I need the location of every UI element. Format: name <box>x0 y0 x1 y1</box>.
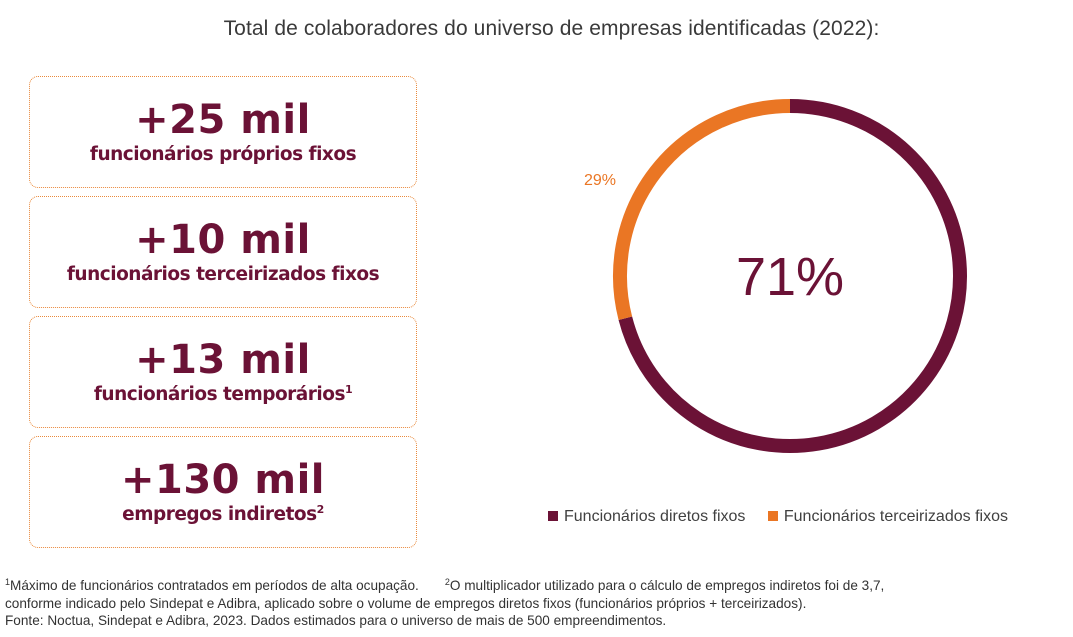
stat-card-proprios: +25 mil funcionários próprios fixos <box>29 76 417 188</box>
stat-value: +130 mil <box>120 457 326 503</box>
footnote-line-2: conforme indicado pelo Sindepat e Adibra… <box>5 595 807 611</box>
stat-label-text: funcionários temporários <box>93 384 346 405</box>
slice-label-terceirizados: 29% <box>584 172 616 189</box>
footnote-marker: 1 <box>344 383 353 396</box>
stat-card-temporarios: +13 mil funcionários temporários1 <box>29 316 417 428</box>
stat-label: funcionários terceirizados fixos <box>30 263 416 287</box>
chart-legend: Funcionários diretos fixos Funcionários … <box>548 508 1026 526</box>
footnote-2-text: O multiplicador utilizado para o cálculo… <box>449 578 885 593</box>
stat-label-text: funcionários terceirizados fixos <box>66 264 380 285</box>
legend-swatch <box>767 511 778 521</box>
stat-cards: +25 mil funcionários próprios fixos +10 … <box>29 76 417 556</box>
stat-value: +13 mil <box>135 337 311 383</box>
source-line: Fonte: Noctua, Sindepat e Adibra, 2023. … <box>5 613 667 628</box>
legend-swatch <box>548 511 558 521</box>
donut-slice-1 <box>613 99 791 321</box>
stat-value: +25 mil <box>135 97 311 143</box>
stat-card-indiretos: +130 mil empregos indiretos2 <box>29 436 417 548</box>
donut-chart: 29% 71% <box>584 99 967 453</box>
stat-label-text: empregos indiretos <box>122 504 317 525</box>
stat-label: empregos indiretos2 <box>30 503 416 527</box>
footnotes: 1Máximo de funcionários contratados em p… <box>5 577 1070 630</box>
donut-center-label: 71% <box>736 247 844 307</box>
stat-label: funcionários temporários1 <box>30 383 416 407</box>
stat-label-text: funcionários próprios fixos <box>89 144 357 165</box>
footnote-marker: 2 <box>316 503 325 516</box>
footnote-marker: 2 <box>444 577 450 587</box>
footnote-1-text: Máximo de funcionários contratados em pe… <box>10 578 419 593</box>
legend-item-diretos: Funcionários diretos fixos <box>548 508 745 526</box>
legend-item-terceirizados: Funcionários terceirizados fixos <box>767 508 1008 526</box>
legend-label: Funcionários diretos fixos <box>564 508 746 525</box>
footnote-line-1: 1Máximo de funcionários contratados em p… <box>5 577 1070 595</box>
footnote-marker: 1 <box>5 577 11 587</box>
stat-value: +10 mil <box>135 217 311 263</box>
legend-label: Funcionários terceirizados fixos <box>783 508 1008 525</box>
stat-label: funcionários próprios fixos <box>30 143 416 167</box>
donut-slice-0 <box>618 99 967 453</box>
stat-card-terceirizados: +10 mil funcionários terceirizados fixos <box>29 196 417 308</box>
chart-title: Total de colaboradores do universo de em… <box>223 17 880 40</box>
